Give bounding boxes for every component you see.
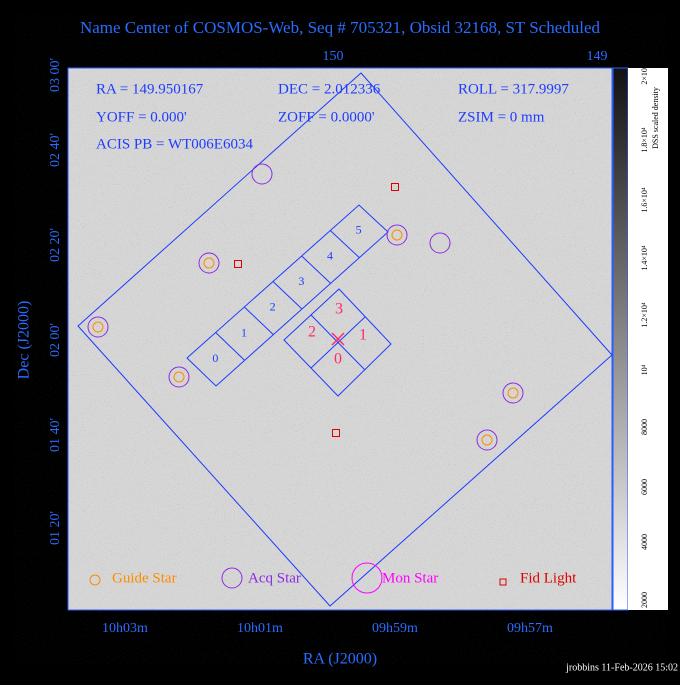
colorbar-tick-label: 2×10⁴ [640,65,649,85]
legend-acq-marker [221,567,243,589]
bottom-tick-label: 09h57m [507,621,553,636]
left-tick-label: 03 00' [48,58,63,92]
s-chip-label: 1 [241,325,247,339]
bottom-tick-label: 10h03m [102,621,148,636]
acq-star [198,252,220,274]
colorbar [612,67,629,611]
x-axis-label: RA (J2000) [303,651,377,668]
acq-star [168,366,190,388]
fid-light [234,260,242,268]
left-tick-label: 01 40' [48,418,63,452]
s-chip-divider [329,230,360,259]
colorbar-tick-label: 4000 [640,534,649,550]
aimpoint [331,332,345,346]
s-chip-divider [301,255,332,284]
legend-guide-marker [89,574,101,586]
colorbar-tick-label: 2000 [640,592,649,608]
top-tick-label: 150 [323,49,344,64]
left-tick-label: 02 40' [48,133,63,167]
guide-star [203,257,215,269]
info-text: DEC = 2.012336 [278,81,381,97]
info-text: ZSIM = 0 mm [458,109,545,125]
colorbar-label: DSS scaled density [651,87,660,149]
left-tick-label: 02 00' [48,323,63,357]
s-chip-divider [243,306,274,336]
acq-star [476,429,498,451]
s-chip-label: 0 [212,351,218,365]
acq-star [251,163,273,185]
acq-star [502,382,524,404]
ccd-field-outline [77,72,613,607]
legend-guide: Guide Star [112,570,177,586]
bottom-tick-label: 10h01m [237,621,283,636]
i-chip-label: 2 [308,324,316,341]
guide-star [481,434,493,446]
fid-light [391,183,399,191]
i-array-divider [310,316,366,369]
guide-star [507,387,519,399]
legend-fid: Fid Light [520,570,577,586]
legend-mon: Mon Star [382,570,438,586]
guide-star [173,371,185,383]
colorbar-tick-label: 6000 [640,479,649,495]
s-chip-divider [215,332,246,361]
acq-star [386,224,408,246]
colorbar-tick-label: 10⁴ [640,364,649,375]
s-chip-label: 4 [327,248,333,262]
info-text: ROLL = 317.9997 [458,81,569,97]
colorbar-tick-label: 1.4×10⁴ [640,245,649,271]
footer: jrobbins 11-Feb-2026 15:02 [565,662,678,673]
title: Name Center of COSMOS-Web, Seq # 705321,… [80,18,601,37]
info-text: YOFF = 0.000' [96,109,187,125]
info-text: RA = 149.950167 [96,81,204,97]
guide-star [391,229,403,241]
fov-overlay [77,72,613,607]
colorbar-tick-label: 1.6×10⁴ [640,187,649,213]
s-chip-label: 5 [356,223,362,237]
legend-fid-marker [499,578,507,586]
sky-noise [68,68,612,610]
i-chip-label: 3 [335,301,343,318]
info-text: ZOFF = 0.0000' [278,109,375,125]
s-chip-label: 2 [270,300,276,314]
plot-frame [67,67,613,611]
legend-acq: Acq Star [248,570,301,586]
i-chip-label: 1 [359,327,367,344]
bottom-tick-label: 09h59m [372,621,418,636]
acq-star [429,232,451,254]
colorbar-tick-label: 1.2×10⁴ [640,302,649,328]
i-array [283,288,392,397]
info-text: ACIS PB = WT006E6034 [96,136,253,152]
colorbar-tick-label: 8000 [640,419,649,435]
fid-light [332,429,340,437]
colorbar-labels-bg [628,68,668,610]
left-tick-label: 02 20' [48,228,63,262]
y-axis-label: Dec (J2000) [16,301,33,380]
s-chip-divider [272,281,303,310]
left-tick-label: 01 20' [48,511,63,545]
legend-mon-marker [351,562,383,594]
i-chip-label: 0 [334,351,342,368]
colorbar-tick-label: 1.8×10⁴ [640,127,649,153]
guide-star [92,321,104,333]
s-chip-label: 3 [298,274,304,288]
top-tick-label: 149 [587,49,608,64]
acq-star [87,316,109,338]
